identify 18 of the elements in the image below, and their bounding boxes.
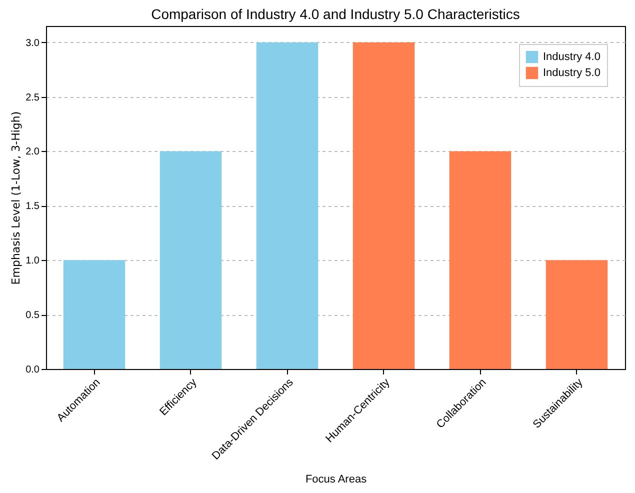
y-tick-label: 2.0: [26, 146, 40, 158]
bar: [160, 151, 222, 369]
y-tick-label: 2.5: [26, 92, 40, 104]
legend-label: Industry 4.0: [543, 51, 600, 63]
y-tick-label: 3.0: [26, 38, 40, 49]
y-tick-label: 0.5: [26, 310, 40, 322]
chart-title: Comparison of Industry 4.0 and Industry 5.0 Characteristics: [151, 6, 520, 22]
y-tick-label: 1.0: [26, 256, 40, 267]
bar: [546, 260, 608, 369]
bar: [449, 151, 512, 369]
legend-label: Industry 5.0: [543, 67, 600, 79]
bar: [352, 42, 415, 369]
y-tick-label: 1.5: [26, 201, 40, 212]
y-axis-title: Emphasis Level (1-Low, 3-High): [10, 111, 23, 285]
bar: [256, 42, 318, 369]
bar: [63, 260, 126, 369]
x-axis-title: Focus Areas: [305, 474, 368, 486]
y-tick-label: 0.0: [26, 364, 40, 376]
